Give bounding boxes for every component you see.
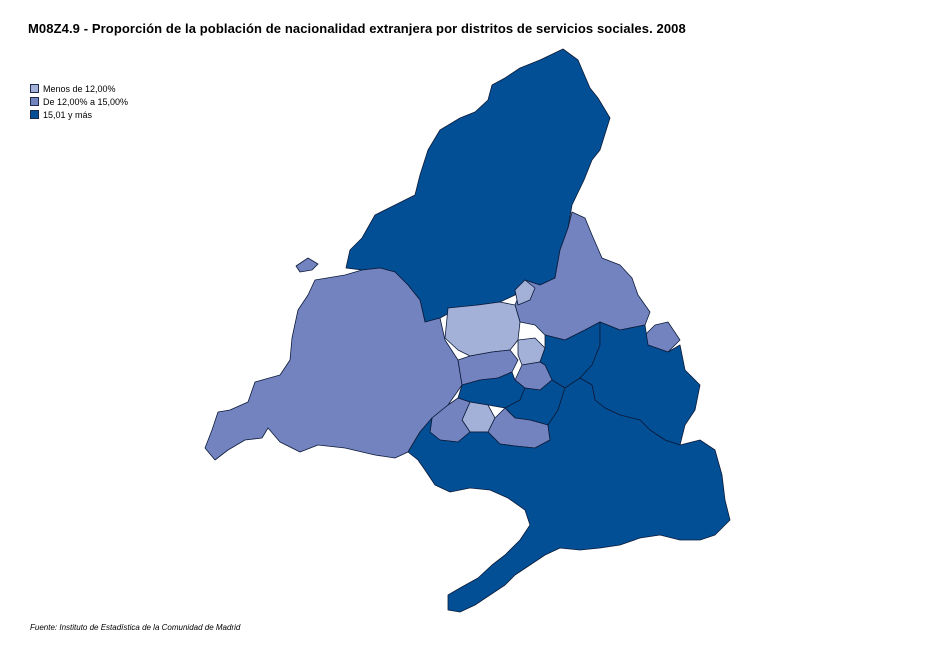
region-west xyxy=(204,267,463,461)
map-title: M08Z4.9 - Proporción de la población de … xyxy=(28,21,686,36)
legend-label-mid: De 12,00% a 15,00% xyxy=(43,96,129,107)
source-note: Fuente: Instituto de Estadística de la C… xyxy=(30,623,241,632)
legend-swatch-high xyxy=(30,110,39,119)
legend-item-high: 15,01 y más xyxy=(30,108,128,121)
legend-item-low: Menos de 12,00% xyxy=(30,82,128,95)
legend-label-high: 15,01 y más xyxy=(43,109,93,120)
region-islet xyxy=(295,257,319,273)
legend-swatch-mid xyxy=(30,97,39,106)
region-north-central xyxy=(444,301,521,357)
legend-label-low: Menos de 12,00% xyxy=(43,83,116,94)
region-small-low-a xyxy=(514,279,536,306)
legend: Menos de 12,00% De 12,00% a 15,00% 15,01… xyxy=(30,82,128,121)
region-south xyxy=(407,377,731,613)
legend-item-mid: De 12,00% a 15,00% xyxy=(30,95,128,108)
legend-swatch-low xyxy=(30,84,39,93)
